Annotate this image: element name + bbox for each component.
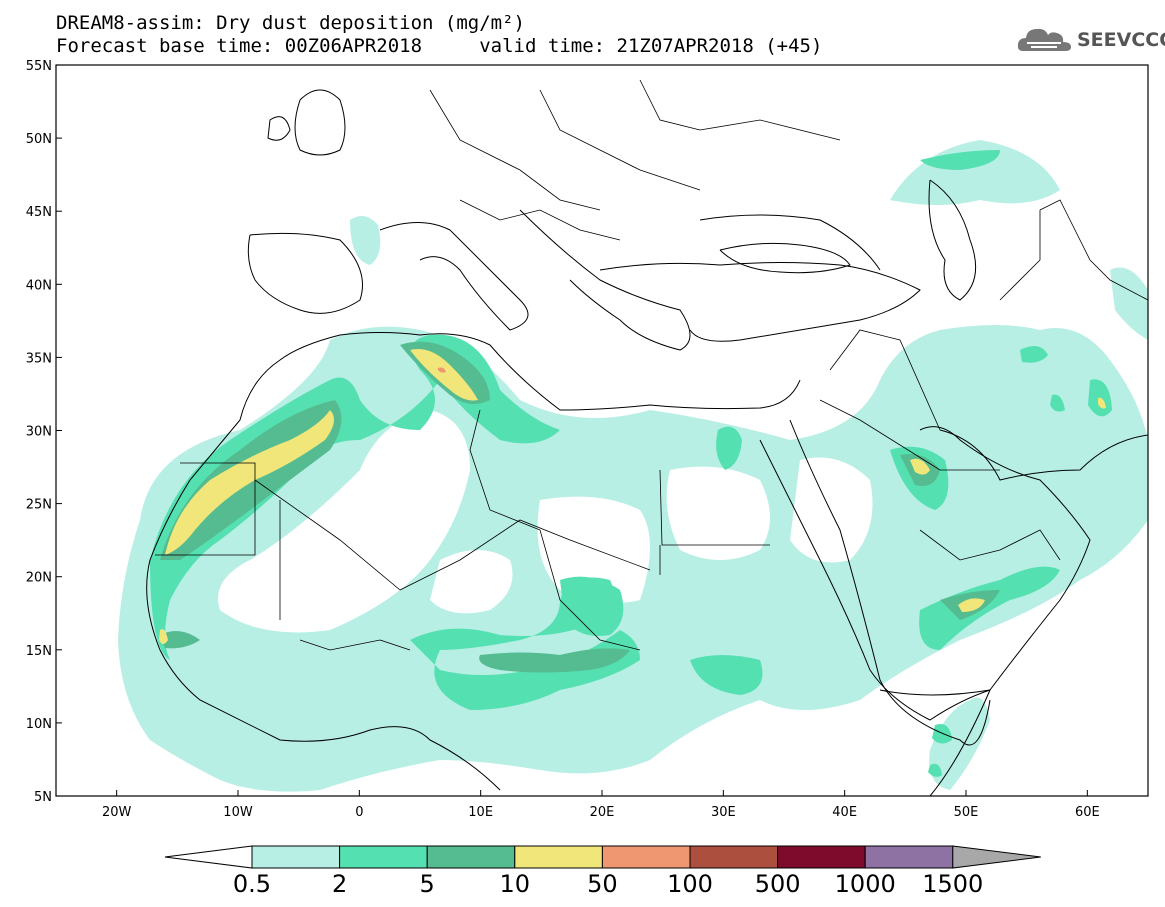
x-tick-label: 60E (1075, 805, 1100, 820)
y-tick-label: 5N (34, 790, 52, 805)
colorbar-swatch (514, 845, 603, 869)
y-tick-label: 10N (26, 717, 52, 732)
y-tick-label: 55N (26, 59, 52, 74)
x-tick-label: 10E (468, 805, 493, 820)
seevccc-logo: SEEVCCC (1017, 25, 1165, 55)
no-deposition-areas (218, 410, 873, 633)
deposition-level-10 (159, 349, 1106, 644)
longitude-axis: 20W 10W 0 10E 20E 30E 40E 50E 60E (102, 790, 1100, 820)
colorbar-swatch (777, 845, 866, 869)
colorbar-level-label: 0.5 (233, 870, 271, 898)
x-tick-label: 50E (954, 805, 979, 820)
y-tick-label: 30N (26, 425, 52, 440)
colorbar: 0.5 2 5 10 50 100 500 1000 1500 (164, 845, 1041, 898)
y-tick-label: 45N (26, 205, 52, 220)
dust-deposition-field (118, 79, 1148, 796)
logo-text: SEEVCCC (1077, 29, 1165, 51)
colorbar-swatch (426, 845, 516, 869)
colorbar-level-label: 100 (667, 870, 713, 898)
colorbar-swatch (251, 845, 341, 869)
latitude-axis: 55N 50N 45N 40N 35N 30N 25N 20N 15N 10N 5N (26, 59, 62, 805)
colorbar-level-label: 10 (500, 870, 531, 898)
colorbar-level-label: 2 (332, 870, 347, 898)
y-tick-label: 40N (26, 278, 52, 293)
map-title: DREAM8-assim: Dry dust deposition (mg/m²… (56, 12, 525, 34)
cloud-icon (1017, 28, 1071, 51)
deposition-level-50 (438, 367, 446, 373)
colorbar-level-label: 1500 (922, 870, 983, 898)
x-tick-label: 0 (355, 805, 363, 820)
country-borders (155, 79, 1148, 651)
x-tick-label: 40E (832, 805, 857, 820)
colorbar-level-label: 50 (587, 870, 618, 898)
colorbar-max-arrow (952, 845, 1041, 869)
colorbar-min-arrow (164, 845, 253, 869)
y-tick-label: 50N (26, 132, 52, 147)
map-subtitle: Forecast base time: 00Z06APR2018 valid t… (56, 35, 823, 57)
y-tick-label: 35N (26, 351, 52, 366)
y-tick-label: 25N (26, 498, 52, 513)
colorbar-level-label: 500 (755, 870, 801, 898)
y-tick-label: 20N (26, 571, 52, 586)
x-tick-label: 10W (223, 805, 253, 820)
coastlines (146, 89, 1148, 796)
x-tick-label: 20W (102, 805, 132, 820)
colorbar-level-label: 5 (420, 870, 435, 898)
y-tick-label: 15N (26, 644, 52, 659)
colorbar-swatch (689, 845, 779, 869)
colorbar-swatch (339, 845, 428, 869)
colorbar-level-label: 1000 (835, 870, 896, 898)
x-tick-label: 20E (590, 805, 615, 820)
colorbar-swatch (601, 845, 691, 869)
x-tick-label: 30E (711, 805, 736, 820)
colorbar-swatch (864, 845, 954, 869)
